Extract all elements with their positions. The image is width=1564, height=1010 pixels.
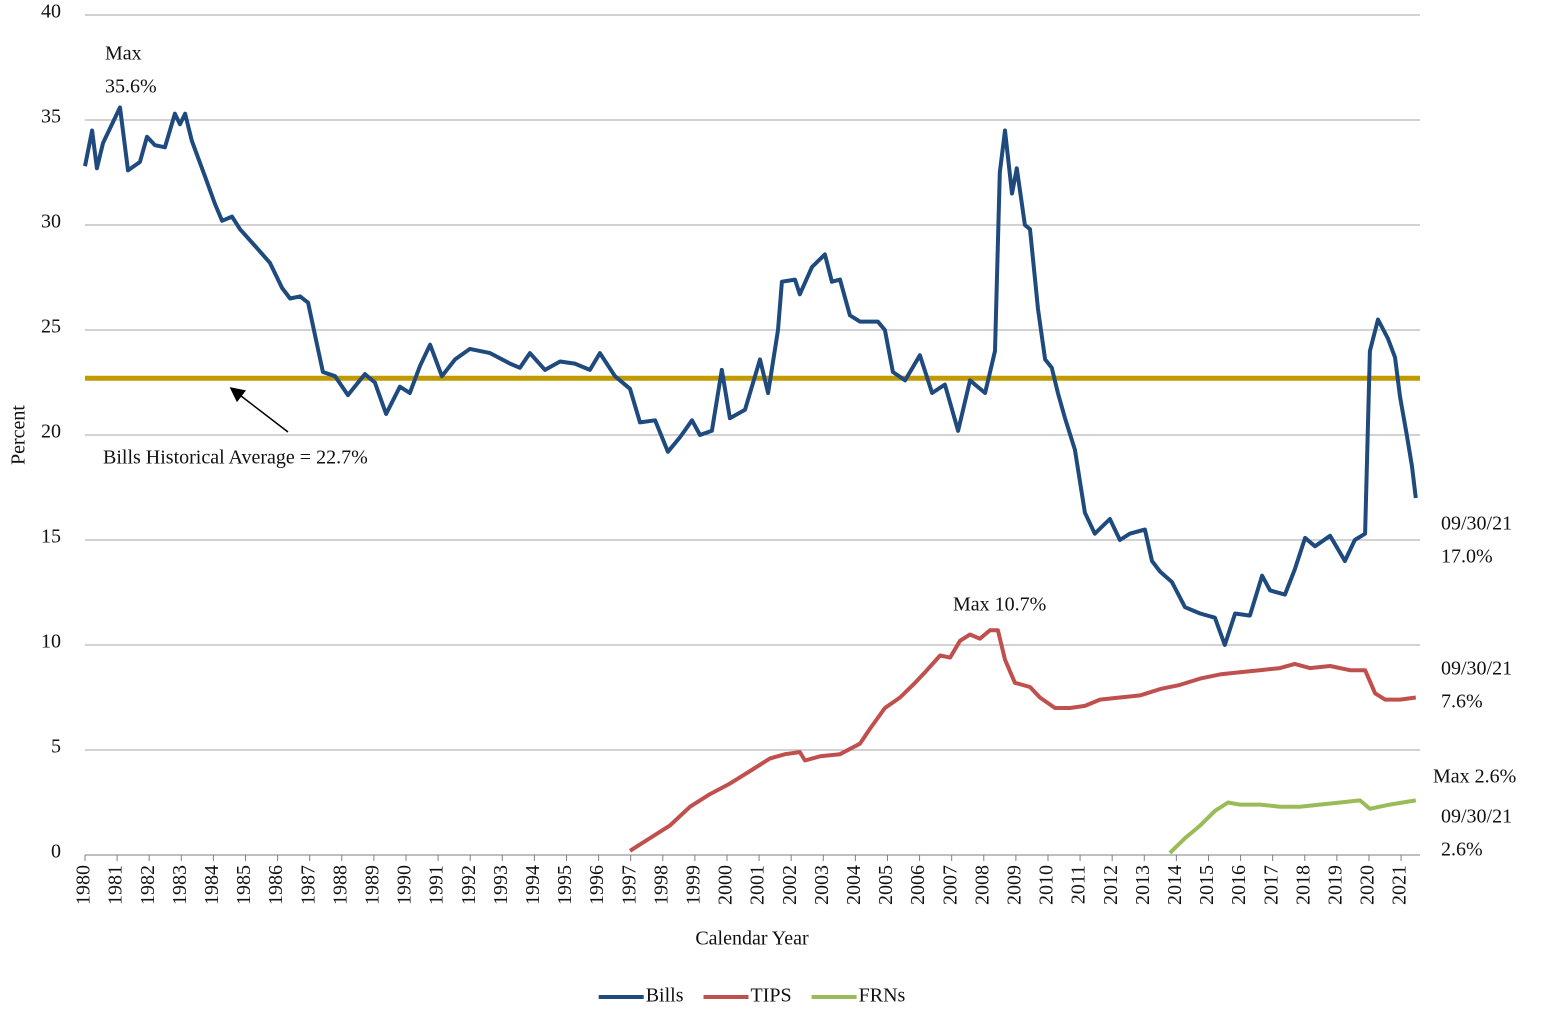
x-tick-label: 2001 [747, 865, 769, 905]
x-tick-label: 2009 [1003, 865, 1025, 905]
x-tick-label: 2008 [971, 865, 993, 905]
series-line [83, 105, 1418, 647]
x-tick-label: 2006 [907, 865, 929, 905]
y-tick-label: 35 [41, 106, 61, 128]
annotation: 2.6% [1441, 839, 1483, 861]
annotation: Max 10.7% [953, 594, 1046, 616]
x-tick-label: 2004 [843, 865, 865, 905]
annotation: Max 2.6% [1433, 766, 1516, 788]
x-tick-label: 1997 [618, 865, 640, 905]
x-tick-label: 2013 [1132, 865, 1154, 905]
x-axis-title: Calendar Year [695, 928, 809, 950]
x-tick-label: 1980 [73, 865, 95, 905]
x-tick-label: 2021 [1389, 865, 1411, 905]
x-tick-label: 2012 [1100, 865, 1122, 905]
y-tick-label: 25 [41, 316, 61, 338]
y-tick-label: 30 [41, 211, 61, 233]
annotation-arrow [229, 387, 289, 433]
y-axis-title: Percent [8, 405, 30, 465]
annotation: 7.6% [1441, 691, 1483, 713]
x-tick-label: 1994 [522, 865, 544, 905]
x-tick-label: 1986 [265, 865, 287, 905]
x-tick-label: 2020 [1357, 865, 1379, 905]
y-tick-label: 15 [41, 526, 61, 548]
annotation: 09/30/21 [1441, 806, 1512, 828]
x-tick-label: 1998 [650, 865, 672, 905]
reference-label: Bills Historical Average = 22.7% [103, 447, 368, 469]
x-tick-label: 1992 [458, 865, 480, 905]
x-tick-label: 2019 [1324, 865, 1346, 905]
annotation: 35.6% [105, 76, 157, 98]
legend-label: TIPS [750, 985, 791, 1007]
annotation: 17.0% [1441, 546, 1493, 568]
x-tick-label: 2007 [939, 865, 961, 905]
x-tick-label: 2018 [1292, 865, 1314, 905]
x-tick-label: 1984 [201, 865, 223, 905]
y-tick-label: 5 [51, 736, 61, 758]
x-tick-label: 1993 [490, 865, 512, 905]
x-tick-label: 1991 [426, 865, 448, 905]
x-tick-label: 2016 [1228, 865, 1250, 905]
y-tick-label: 10 [41, 631, 61, 653]
y-tick-label: 40 [41, 1, 61, 23]
x-tick-label: 2015 [1196, 865, 1218, 905]
x-tick-label: 2005 [875, 865, 897, 905]
annotation: 09/30/21 [1441, 513, 1512, 535]
legend-label: FRNs [859, 985, 906, 1007]
legend-label: Bills [646, 985, 684, 1007]
x-tick-label: 1981 [105, 865, 127, 905]
x-tick-label: 1989 [361, 865, 383, 905]
annotation: 09/30/21 [1441, 658, 1512, 680]
annotation: Max [105, 43, 142, 65]
x-tick-label: 2010 [1036, 865, 1058, 905]
x-tick-label: 2002 [779, 865, 801, 905]
y-tick-label: 0 [51, 841, 61, 863]
x-tick-label: 2000 [715, 865, 737, 905]
x-tick-label: 2011 [1068, 865, 1090, 904]
x-tick-label: 1990 [394, 865, 416, 905]
x-tick-label: 2003 [811, 865, 833, 905]
x-tick-label: 2017 [1260, 865, 1282, 905]
y-tick-label: 20 [41, 421, 61, 443]
x-tick-label: 1999 [682, 865, 704, 905]
series-line [628, 628, 1417, 853]
x-tick-label: 2014 [1164, 865, 1186, 905]
x-tick-label: 1996 [586, 865, 608, 905]
x-tick-label: 1987 [297, 865, 319, 905]
x-tick-label: 1985 [233, 865, 255, 905]
x-tick-label: 1995 [554, 865, 576, 905]
x-tick-label: 1983 [169, 865, 191, 905]
x-tick-label: 1982 [137, 865, 159, 905]
x-tick-label: 1988 [329, 865, 351, 905]
series-line [1168, 798, 1417, 855]
